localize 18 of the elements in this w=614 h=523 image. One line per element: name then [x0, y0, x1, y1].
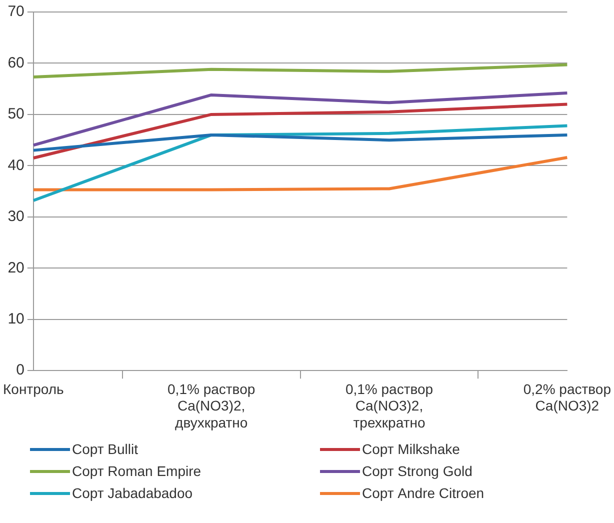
x-tick-label: Контроль	[3, 380, 64, 397]
legend-label: Сорт Strong Gold	[362, 463, 472, 479]
y-tick-label: 20	[8, 259, 24, 276]
y-tick-label: 60	[8, 54, 24, 72]
y-tick-label: 50	[8, 106, 24, 123]
y-tick-label: 0	[16, 362, 24, 379]
legend-label: Сорт Roman Empire	[72, 463, 202, 479]
x-tick-label: 0,2% раствор Ca(NO3)2	[523, 380, 612, 414]
y-tick-label: 40	[8, 156, 24, 174]
y-tick-label: 10	[8, 310, 24, 328]
legend-label: Сорт Bullit	[72, 441, 138, 457]
legend-label: Сорт Milkshake	[362, 441, 460, 457]
y-tick-label: 70	[8, 3, 24, 20]
x-tick-label: 0,1% раствор Ca(NO3)2, двухкратно	[168, 380, 256, 430]
legend-label: Сорт Jabadabadoo	[72, 485, 193, 501]
y-tick-label: 30	[8, 208, 24, 226]
x-tick-label: 0,1% раствор Ca(NO3)2, трехкратно	[345, 380, 434, 430]
legend-label: Сорт Andre Citroen	[362, 485, 484, 501]
